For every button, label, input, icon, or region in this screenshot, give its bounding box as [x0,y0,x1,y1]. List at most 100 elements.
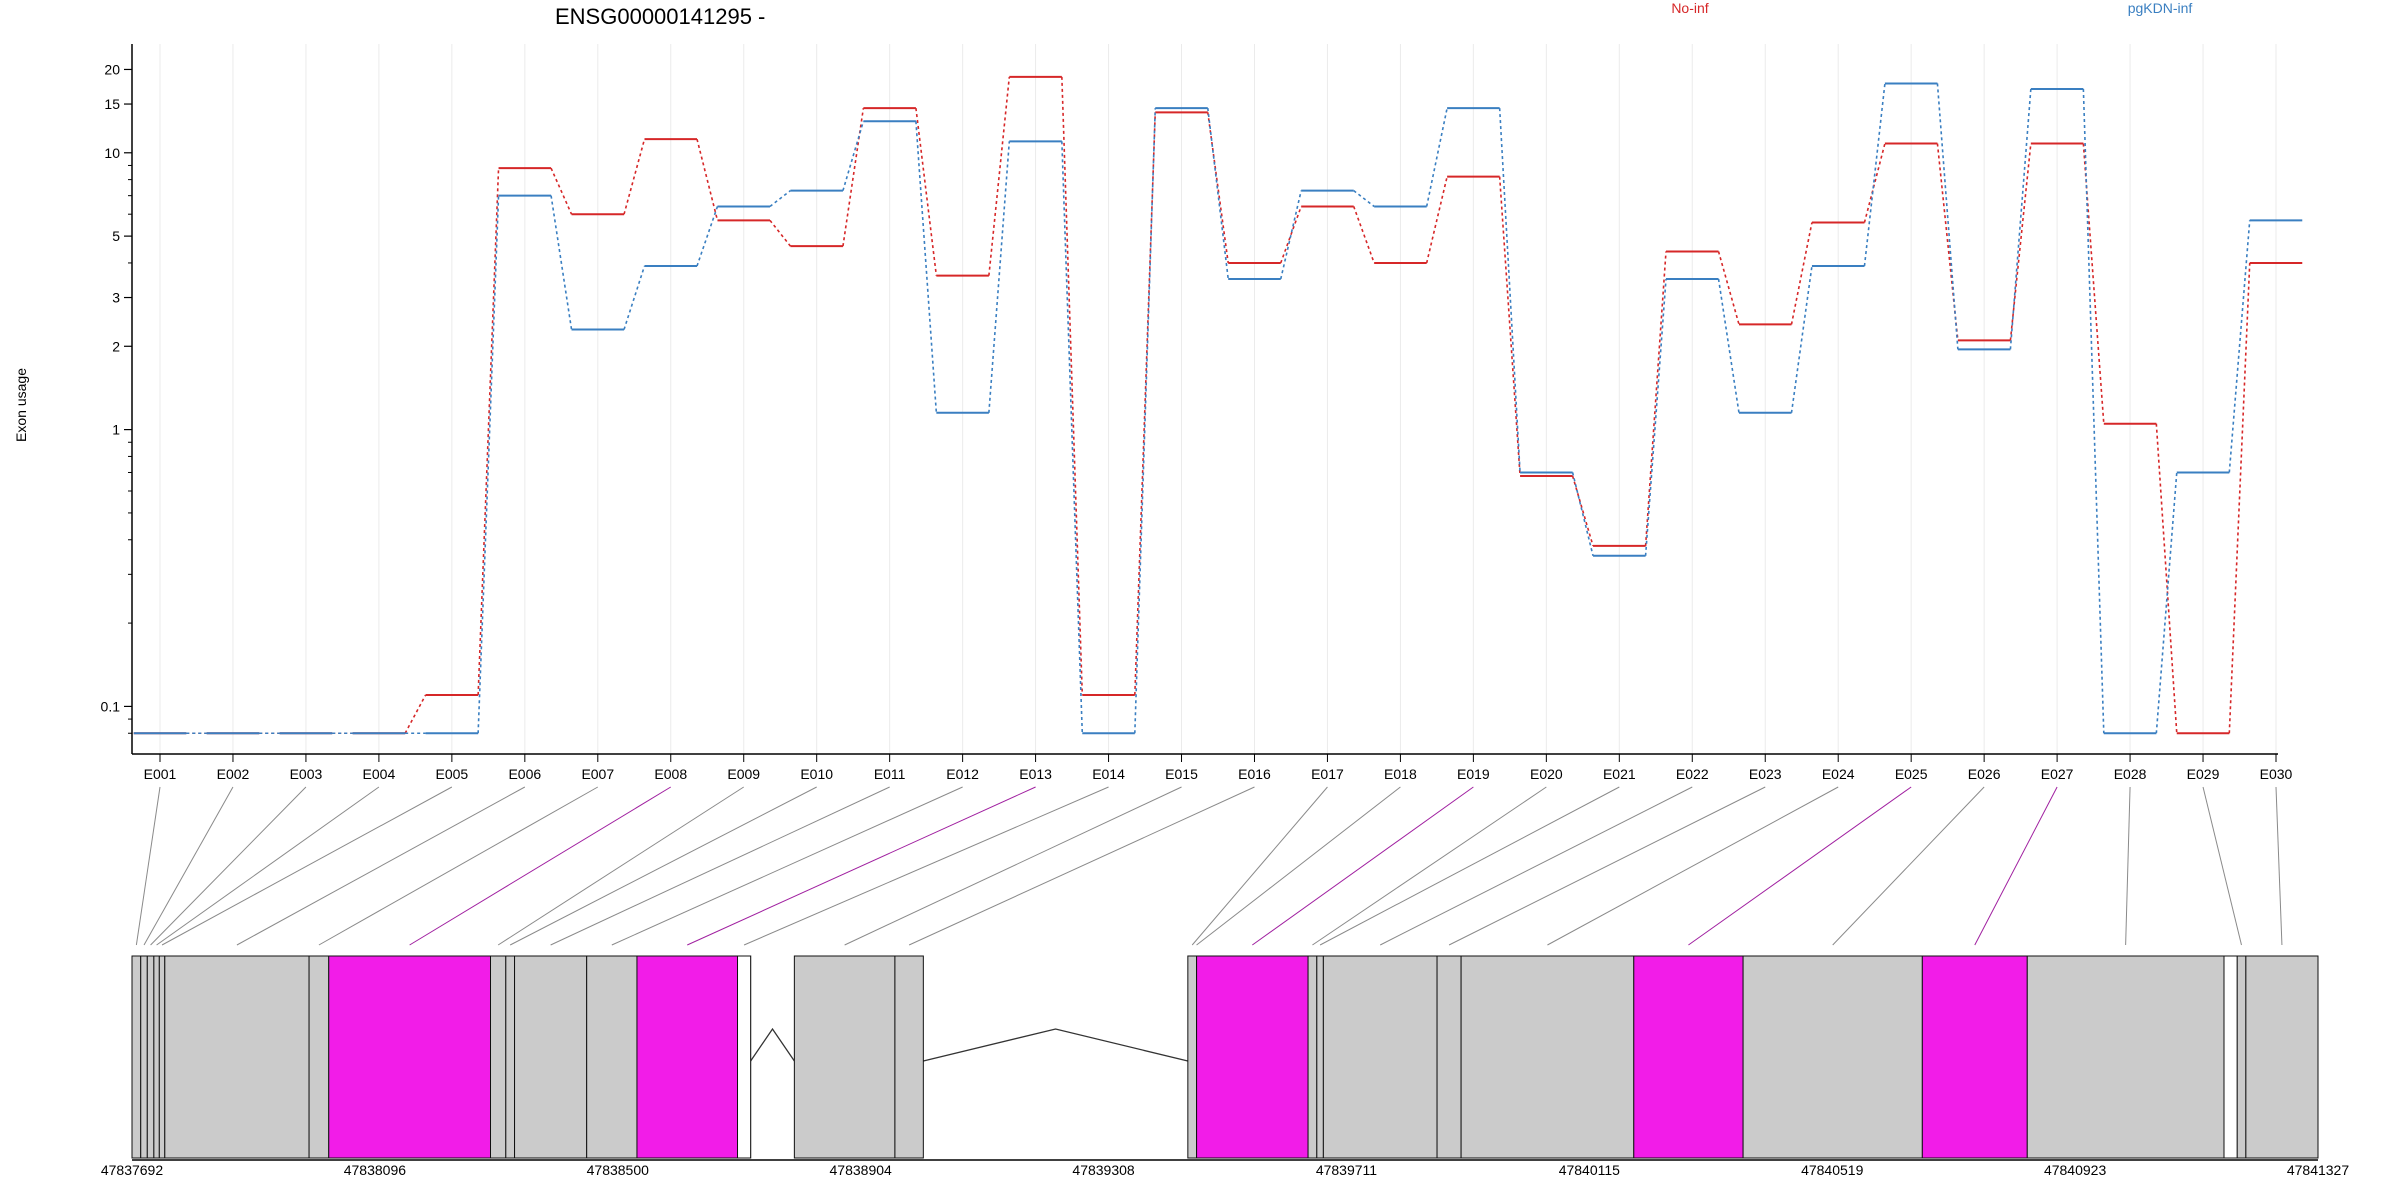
coordinate-tick-label: 47840519 [1801,1162,1864,1178]
intron-line [923,1028,1188,1062]
series-connector [1644,251,1667,546]
series-connector [1279,206,1302,264]
series-connector [2155,423,2178,734]
connector-e005 [161,786,453,946]
coordinate-tick-label: 47838904 [830,1162,893,1178]
x-tick-label-e013: E013 [1019,766,1052,782]
series-connector [2009,88,2032,350]
exon-block-e004 [153,955,160,1159]
series-lines [133,75,2303,735]
x-tick-label-e002: E002 [217,766,250,782]
connector-e022 [1379,786,1693,946]
coordinate-tick-label: 47838500 [587,1162,650,1178]
x-tick-label-e010: E010 [800,766,833,782]
x-tick-label-e003: E003 [290,766,323,782]
y-tick-label: 20 [104,61,120,77]
series-connector [2228,262,2251,734]
series-connector [696,206,719,267]
x-tick-label-e009: E009 [727,766,760,782]
x-tick-label-e001: E001 [144,766,177,782]
series-connector [1936,83,1959,350]
connector-e016 [908,786,1255,946]
exon-block-e016 [894,955,924,1159]
series-connector [1790,265,1813,413]
series-connector [1061,141,1084,734]
x-tick-label-e021: E021 [1603,766,1636,782]
exon-block-e026 [1742,955,1923,1159]
x-tick-label-e027: E027 [2041,766,2074,782]
series-connector [1206,108,1230,280]
exon-block-e023 [1436,955,1462,1159]
series-connector [1352,206,1375,264]
connector-e030 [2275,786,2283,946]
exon-connectors [135,786,2283,946]
x-tick-label-e012: E012 [946,766,979,782]
connector-e007 [318,786,599,946]
gene-model: 47837692 47838096 47838500 47838904 47839308… [101,955,2350,1178]
series-connector [1863,143,1886,223]
series-connector [477,168,500,695]
y-axis-label: Exon usage [13,368,29,442]
exon-block-e011 [514,955,588,1159]
series-connector [2228,220,2251,473]
exon-block-e002 [140,955,148,1159]
series-connector [1498,176,1521,477]
chart-title: ENSG00000141295 - [555,4,765,29]
exon-block-e021 [1316,955,1324,1159]
series-connector [1717,251,1740,325]
series-connector [1863,83,1886,267]
connector-e018 [1196,786,1401,946]
x-tick-label-e025: E025 [1895,766,1928,782]
connector-e013 [687,786,1036,946]
series-connector [1425,176,1448,264]
series-connector [842,108,865,247]
series-connector [623,265,646,330]
coordinate-tick-label: 47840115 [1559,1162,1620,1178]
y-tick-label: 1 [112,422,120,438]
y-tick-label: 15 [104,96,120,112]
connector-e006 [236,786,526,946]
coordinate-tick-label: 47838096 [344,1162,407,1178]
legend-no-inf: No-inf [1671,0,1708,16]
series-connector [477,195,500,734]
series-pgkdn-inf [133,82,2303,735]
exon-block-e005 [158,955,166,1159]
x-tick-label-e011: E011 [874,766,906,782]
axes: 0.1 1 2 3 5 10 15 20 E001 E002 E003 E004 E005 E006 E00… [101,44,2293,782]
gap-block [737,955,752,1159]
series-connector [1425,107,1448,207]
series-connector [1061,76,1084,695]
series-connector [915,121,938,413]
connector-e011 [550,786,890,946]
series-connector [988,141,1011,413]
series-connector [1571,475,1594,547]
coordinate-tick-label: 47841327 [2287,1162,2350,1178]
x-tick-label-e004: E004 [363,766,396,782]
x-tick-label-e015: E015 [1165,766,1198,782]
series-connector [2009,143,2032,341]
x-tick-label-e028: E028 [2114,766,2147,782]
x-tick-label-e030: E030 [2260,766,2293,782]
exon-block-e027 [1921,955,2028,1159]
series-connector [1644,278,1667,556]
exon-block-e025 [1633,955,1744,1159]
series-connector [915,108,938,276]
x-tick-label-e022: E022 [1676,766,1709,782]
x-tick-label-e007: E007 [581,766,614,782]
series-connector [1571,472,1594,557]
exon-block-e020 [1307,955,1318,1159]
series-connector [1353,189,1375,208]
exon-block-e010 [505,955,516,1159]
series-connector [842,121,865,191]
series-connector [1279,190,1302,280]
y-tick-label: 5 [112,228,120,244]
connector-e002 [143,786,234,946]
connector-e001 [135,786,161,946]
connector-e028 [2125,786,2131,946]
connector-e023 [1448,786,1766,946]
series-connector [2082,143,2105,424]
series-connector [696,138,719,221]
connector-e012 [611,786,963,946]
x-tick-label-e020: E020 [1530,766,1563,782]
